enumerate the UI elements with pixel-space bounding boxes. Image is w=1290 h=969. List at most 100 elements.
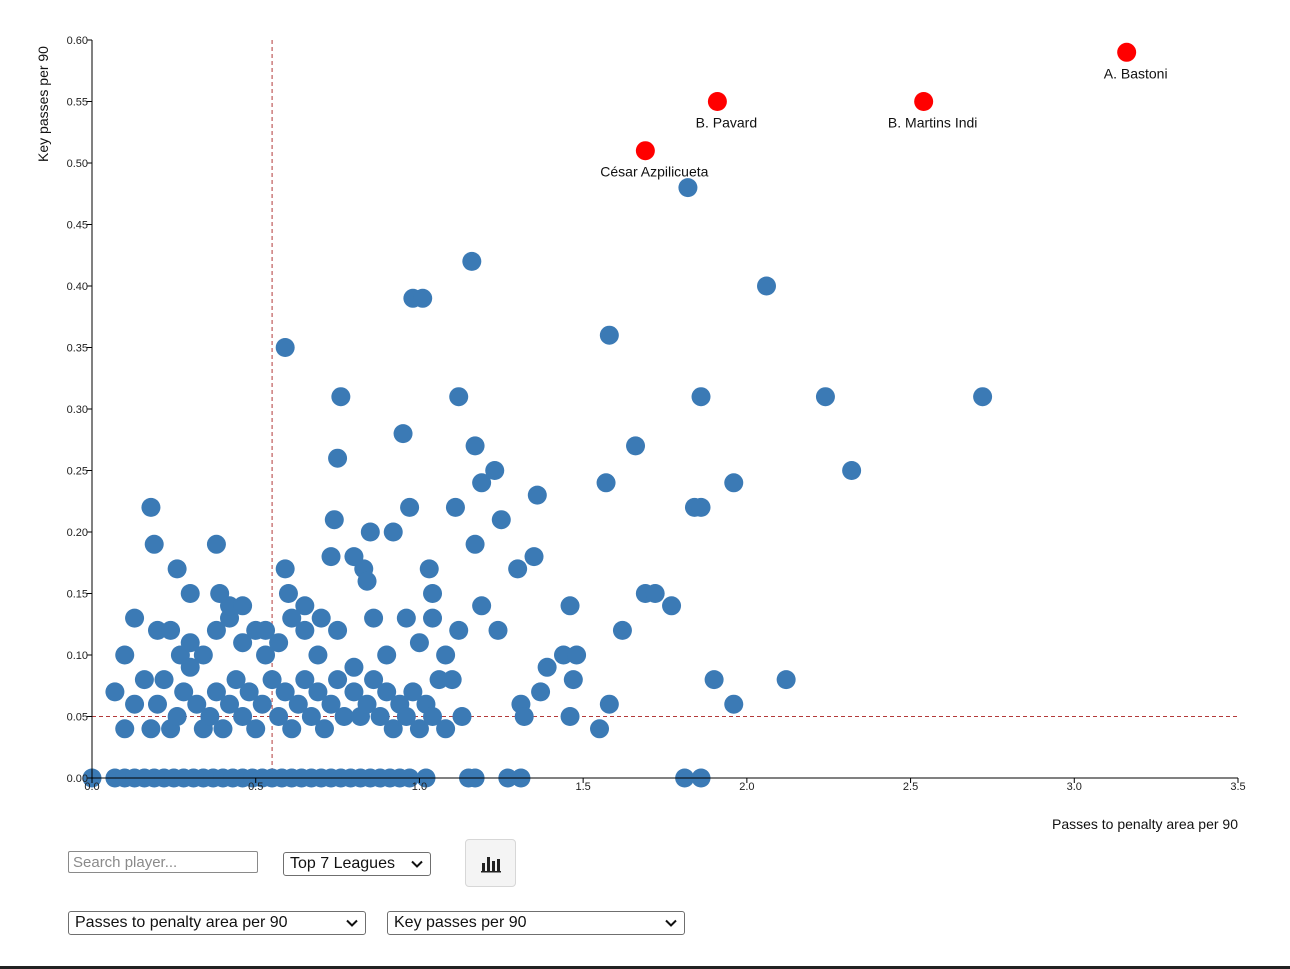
- data-point[interactable]: [472, 473, 492, 493]
- data-point[interactable]: [115, 645, 135, 665]
- data-point[interactable]: [465, 534, 485, 554]
- data-point[interactable]: [449, 620, 469, 640]
- search-input[interactable]: [68, 851, 258, 873]
- data-point[interactable]: [167, 707, 187, 726]
- data-point[interactable]: [599, 325, 619, 345]
- data-point[interactable]: [423, 707, 443, 726]
- data-point[interactable]: [275, 559, 295, 579]
- data-point[interactable]: [311, 608, 331, 628]
- data-point[interactable]: [645, 584, 665, 603]
- data-point[interactable]: [527, 485, 547, 505]
- data-point[interactable]: [452, 707, 472, 726]
- x-metric-select[interactable]: Passes to penalty area per 90: [68, 911, 366, 935]
- data-point[interactable]: [842, 461, 862, 480]
- data-point[interactable]: [567, 645, 587, 665]
- highlighted-point[interactable]: [707, 92, 727, 111]
- chart-type-button[interactable]: [465, 839, 516, 887]
- data-point[interactable]: [256, 620, 276, 640]
- data-point[interactable]: [560, 707, 580, 726]
- data-point[interactable]: [226, 670, 246, 690]
- data-point[interactable]: [288, 694, 308, 714]
- data-point[interactable]: [537, 657, 557, 677]
- data-point[interactable]: [220, 694, 240, 714]
- data-point[interactable]: [815, 387, 835, 407]
- data-point[interactable]: [472, 596, 492, 616]
- data-point[interactable]: [400, 497, 420, 517]
- data-point[interactable]: [275, 338, 295, 357]
- highlighted-point[interactable]: [635, 141, 655, 161]
- data-point[interactable]: [423, 608, 443, 628]
- data-point[interactable]: [278, 584, 298, 603]
- data-point[interactable]: [180, 584, 200, 603]
- data-point[interactable]: [275, 682, 295, 702]
- data-point[interactable]: [233, 707, 253, 726]
- data-point[interactable]: [125, 608, 145, 628]
- data-point[interactable]: [553, 645, 573, 665]
- data-point[interactable]: [449, 387, 469, 407]
- data-point[interactable]: [383, 522, 403, 542]
- data-point[interactable]: [396, 608, 416, 628]
- data-point[interactable]: [331, 387, 351, 407]
- data-point[interactable]: [147, 694, 167, 714]
- data-point[interactable]: [256, 645, 276, 665]
- data-point[interactable]: [301, 707, 321, 726]
- data-point[interactable]: [295, 620, 315, 640]
- data-point[interactable]: [364, 670, 384, 690]
- data-point[interactable]: [678, 178, 698, 198]
- data-point[interactable]: [436, 645, 456, 665]
- data-point[interactable]: [115, 719, 135, 739]
- data-point[interactable]: [563, 670, 583, 690]
- data-point[interactable]: [364, 608, 384, 628]
- data-point[interactable]: [206, 620, 226, 640]
- data-point[interactable]: [321, 694, 341, 714]
- data-point[interactable]: [161, 620, 181, 640]
- data-point[interactable]: [724, 694, 744, 714]
- data-point[interactable]: [357, 694, 377, 714]
- data-point[interactable]: [973, 387, 993, 407]
- data-point[interactable]: [508, 559, 528, 579]
- data-point[interactable]: [233, 596, 253, 616]
- data-point[interactable]: [233, 633, 253, 653]
- data-point[interactable]: [465, 436, 485, 456]
- data-point[interactable]: [174, 682, 194, 702]
- y-metric-select[interactable]: Key passes per 90: [387, 911, 685, 935]
- data-point[interactable]: [344, 657, 364, 677]
- data-point[interactable]: [757, 276, 777, 296]
- data-point[interactable]: [485, 461, 505, 480]
- data-point[interactable]: [295, 670, 315, 690]
- data-point[interactable]: [282, 608, 302, 628]
- data-point[interactable]: [691, 387, 711, 407]
- data-point[interactable]: [462, 251, 482, 271]
- data-point[interactable]: [187, 694, 207, 714]
- data-point[interactable]: [252, 694, 272, 714]
- data-point[interactable]: [105, 682, 125, 702]
- data-point[interactable]: [269, 707, 289, 726]
- data-point[interactable]: [239, 682, 259, 702]
- data-point[interactable]: [445, 497, 465, 517]
- data-point[interactable]: [419, 559, 439, 579]
- data-point[interactable]: [776, 670, 796, 690]
- data-point[interactable]: [691, 497, 711, 517]
- data-point[interactable]: [141, 497, 161, 517]
- data-point[interactable]: [560, 596, 580, 616]
- data-point[interactable]: [125, 694, 145, 714]
- data-point[interactable]: [328, 620, 348, 640]
- data-point[interactable]: [531, 682, 551, 702]
- data-point[interactable]: [704, 670, 724, 690]
- data-point[interactable]: [590, 719, 610, 739]
- data-point[interactable]: [357, 571, 377, 591]
- data-point[interactable]: [360, 522, 380, 542]
- data-point[interactable]: [344, 682, 364, 702]
- data-point[interactable]: [393, 424, 413, 444]
- data-point[interactable]: [724, 473, 744, 493]
- data-point[interactable]: [377, 645, 397, 665]
- data-point[interactable]: [612, 620, 632, 640]
- data-point[interactable]: [488, 620, 508, 640]
- data-point[interactable]: [154, 670, 174, 690]
- data-point[interactable]: [308, 645, 328, 665]
- data-point[interactable]: [524, 547, 544, 567]
- league-select[interactable]: Top 7 Leagues: [283, 852, 431, 876]
- data-point[interactable]: [396, 707, 416, 726]
- data-point[interactable]: [282, 719, 302, 739]
- data-point[interactable]: [626, 436, 646, 456]
